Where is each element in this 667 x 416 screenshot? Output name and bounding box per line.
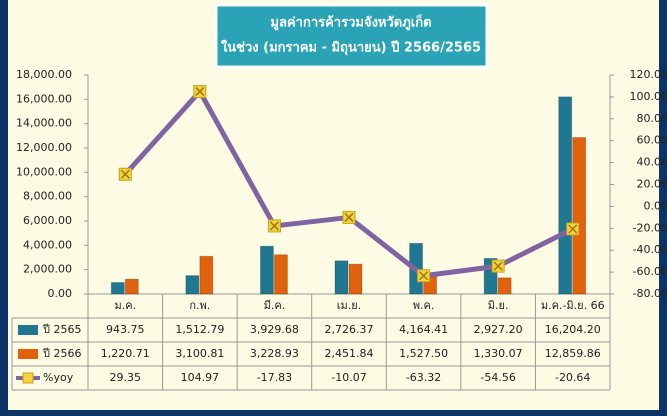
table-value: 29.35 — [110, 371, 142, 384]
bar — [334, 260, 349, 295]
x-tick-label: ก.พ. — [189, 299, 210, 312]
y2-tick-label: 80.00 — [637, 112, 667, 125]
table-value: 16,204.20 — [545, 323, 601, 336]
point-x — [419, 271, 429, 281]
x-tick-label: พ.ค. — [413, 299, 435, 312]
y-tick-label: 10,000.00 — [16, 165, 72, 178]
table-value: -17.83 — [257, 371, 292, 384]
x-tick-label: ม.ค.-มิ.ย. 66 — [541, 299, 605, 312]
y-tick-label: 14,000.00 — [16, 117, 72, 130]
point-x — [195, 86, 205, 96]
point-x — [120, 169, 130, 179]
y-tick-label: 0.00 — [48, 287, 73, 300]
x-tick-label: ม.ค. — [114, 299, 136, 312]
y-tick-label: 12,000.00 — [16, 141, 72, 154]
table-value: 943.75 — [106, 323, 145, 336]
bar — [273, 254, 288, 295]
bar — [110, 282, 125, 295]
bar — [572, 137, 587, 295]
bar — [348, 263, 363, 295]
y2-tick-label: 40.00 — [637, 156, 667, 169]
y-tick-label: 4,000.00 — [23, 238, 72, 251]
y2-tick-label: -20.00 — [633, 221, 667, 234]
y2-tick-label: 120.00 — [630, 68, 667, 81]
legend-swatch — [18, 325, 38, 335]
y-tick-label: 6,000.00 — [23, 214, 72, 227]
legend-marker — [22, 372, 34, 384]
bar — [185, 275, 200, 295]
point-x — [269, 221, 279, 231]
y-tick-label: 18,000.00 — [16, 68, 72, 81]
chart-title: มูลค่าการค้ารวมจังหวัดภูเก็ต — [270, 13, 431, 31]
title-box — [214, 3, 489, 69]
legend-swatch — [18, 349, 38, 359]
bar — [497, 277, 512, 295]
table-value: 1,220.71 — [101, 347, 150, 360]
y-tick-label: 2,000.00 — [23, 263, 72, 276]
table-value: 2,451.84 — [325, 347, 374, 360]
table-value: 3,228.93 — [250, 347, 299, 360]
table-value: -63.32 — [406, 371, 441, 384]
y-tick-label: 16,000.00 — [16, 92, 72, 105]
table-value: -20.64 — [555, 371, 590, 384]
y2-tick-label: 20.00 — [637, 178, 667, 191]
legend-label: ปี 2565 — [42, 323, 82, 336]
bar — [124, 278, 139, 295]
y-tick-label: 8,000.00 — [23, 190, 72, 203]
table-value: 4,164.41 — [399, 323, 448, 336]
table-value: 1,330.07 — [474, 347, 523, 360]
y2-tick-label: -80.00 — [633, 287, 667, 300]
table-value: 12,859.86 — [545, 347, 601, 360]
table-value: -10.07 — [331, 371, 366, 384]
bar — [199, 255, 214, 295]
chart-subtitle: ในช่วง (มกราคม - มิถุนายน) ปี 2566/2565 — [221, 39, 481, 56]
x-tick-label: มิ.ย. — [488, 299, 509, 312]
table-value: 1,512.79 — [175, 323, 224, 336]
table-value: 2,927.20 — [474, 323, 523, 336]
y2-tick-label: 100.00 — [630, 90, 667, 103]
table-value: 3,100.81 — [175, 347, 224, 360]
bar — [259, 245, 274, 295]
table-value: -54.56 — [480, 371, 515, 384]
y2-tick-label: 60.00 — [637, 134, 667, 147]
table-value: 3,929.68 — [250, 323, 299, 336]
y2-tick-label: -60.00 — [633, 265, 667, 278]
legend-label: ปี 2566 — [42, 347, 82, 360]
table-value: 1,527.50 — [399, 347, 448, 360]
point-x — [493, 261, 503, 271]
y2-tick-label: 0.00 — [644, 199, 667, 212]
legend-label: %yoy — [43, 371, 74, 384]
x-tick-label: มี.ค. — [264, 299, 286, 312]
x-tick-label: เม.ย. — [337, 299, 361, 312]
table-value: 104.97 — [181, 371, 220, 384]
y2-tick-label: -40.00 — [633, 243, 667, 256]
point-x — [344, 212, 354, 222]
point-x — [568, 224, 578, 234]
bar — [558, 96, 573, 295]
table-value: 2,726.37 — [325, 323, 374, 336]
